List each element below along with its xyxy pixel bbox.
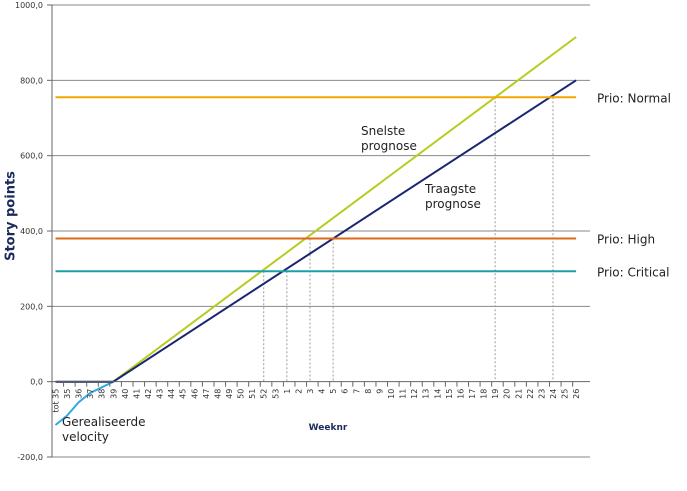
x-tick-label: 50 [237, 389, 246, 399]
annotation-velocity: velocity [62, 430, 109, 444]
x-tick-label: 13 [422, 389, 431, 399]
x-tick-label: tot 35 [51, 389, 60, 413]
x-tick-label: 23 [537, 389, 546, 399]
x-tick-label: 44 [167, 389, 176, 399]
legend-label: Prio: Critical [597, 265, 669, 279]
y-tick-label: 1000,0 [15, 1, 43, 10]
annotation-fast: prognose [361, 139, 417, 153]
legend-label: Prio: High [597, 233, 655, 247]
x-tick-label: 14 [433, 389, 442, 399]
x-tick-label: 49 [225, 389, 234, 399]
annotations: Prio: Normal Prio: High Prio: Critical Gere… [62, 91, 671, 444]
x-tick-label: 19 [491, 389, 500, 399]
annotation-fast: Snelste [361, 124, 405, 138]
x-tick-label: 8 [364, 389, 373, 394]
x-tick-label: 51 [248, 389, 257, 399]
x-tick-label: 42 [144, 389, 153, 399]
x-tick-label: 1 [283, 389, 292, 394]
x-tick-label: 39 [109, 389, 118, 399]
x-axis-label: Weeknr [309, 423, 348, 433]
x-tick-label: 35 [63, 389, 72, 399]
series-line-snelste-prognose [112, 36, 577, 383]
y-tick-label: 800,0 [20, 76, 43, 85]
x-tick-label: 25 [561, 389, 570, 399]
x-tick-label: 2 [294, 389, 303, 394]
x-tick-label: 18 [480, 389, 489, 399]
axes [47, 4, 590, 458]
x-tick-label: 45 [179, 389, 188, 399]
x-tick-label: 4 [318, 389, 327, 394]
annotation-velocity: Gerealiseerde [62, 415, 146, 429]
x-tick-label: 40 [121, 389, 130, 399]
x-tick-label: 52 [260, 389, 269, 399]
x-tick-label: 20 [503, 389, 512, 399]
gridlines [52, 4, 590, 458]
x-tick-label: 21 [514, 389, 523, 399]
x-tick-label: 7 [352, 389, 361, 394]
x-tick-label: 3 [306, 389, 315, 394]
x-tick-label: 6 [341, 389, 350, 394]
intersection-guides [263, 97, 554, 382]
x-tick-label: 46 [190, 389, 199, 399]
x-tick-label: 53 [271, 389, 280, 399]
y-axis-label: Story points [3, 171, 19, 261]
x-tick-label: 26 [572, 389, 581, 399]
x-tick-label: 38 [98, 389, 107, 399]
y-axis-label-wrap: Story points [2, 156, 20, 276]
x-tick-label: 48 [213, 389, 222, 399]
x-tick-label: 17 [468, 389, 477, 399]
x-tick-label: 5 [329, 389, 338, 394]
x-tick-label: 37 [86, 389, 95, 399]
x-tick-label: 36 [75, 389, 84, 399]
y-tick-labels: -200,0 0,0 200,0 400,0 600,0 800,0 1000,0 [15, 1, 43, 462]
series-lines [54, 36, 577, 426]
x-tick-label: 43 [156, 389, 165, 399]
x-tick-label: 15 [445, 389, 454, 399]
x-tick-label: 10 [387, 389, 396, 399]
y-tick-label: 0,0 [30, 378, 43, 387]
y-tick-label: 200,0 [20, 302, 43, 311]
series-line-traagste-prognose [112, 79, 577, 383]
x-tick-label: 11 [399, 389, 408, 399]
annotation-slow: Traagste [424, 182, 476, 196]
x-tick-label: 16 [456, 389, 465, 399]
y-tick-label: 400,0 [20, 227, 43, 236]
y-tick-label: -200,0 [17, 453, 43, 462]
x-tick-labels: tot 35 35 36 37 38 39 40 41 42 43 44 45 46 47 48 49 50 51… [51, 389, 581, 413]
x-tick-label: 24 [549, 389, 558, 399]
series-line-gerealiseerde-velocity [54, 380, 114, 426]
x-tick-label: 12 [410, 389, 419, 399]
x-tick-label: 47 [202, 389, 211, 399]
legend-label: Prio: Normal [597, 91, 671, 105]
x-tick-label: 22 [526, 389, 535, 399]
annotation-slow: prognose [425, 197, 481, 211]
y-tick-label: 600,0 [20, 152, 43, 161]
x-tick-label: 41 [132, 389, 141, 399]
x-tick-label: 9 [375, 389, 384, 394]
